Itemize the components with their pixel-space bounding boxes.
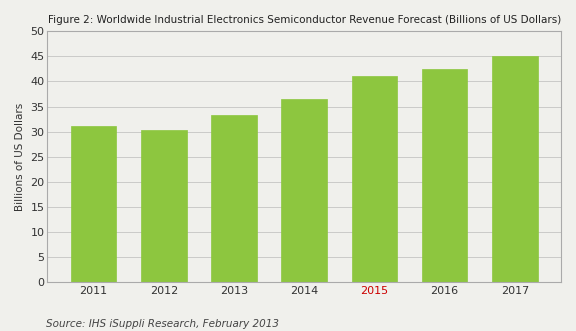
Bar: [211, 115, 257, 282]
Title: Figure 2: Worldwide Industrial Electronics Semiconductor Revenue Forecast (Billi: Figure 2: Worldwide Industrial Electroni…: [48, 15, 561, 25]
Text: Source: IHS iSuppli Research, February 2013: Source: IHS iSuppli Research, February 2…: [46, 319, 279, 329]
Bar: [71, 125, 116, 282]
Bar: [141, 129, 187, 282]
Bar: [351, 76, 397, 282]
Bar: [492, 56, 537, 282]
Bar: [282, 99, 327, 282]
Bar: [422, 69, 468, 282]
Y-axis label: Billions of US Dollars: Billions of US Dollars: [15, 103, 25, 211]
